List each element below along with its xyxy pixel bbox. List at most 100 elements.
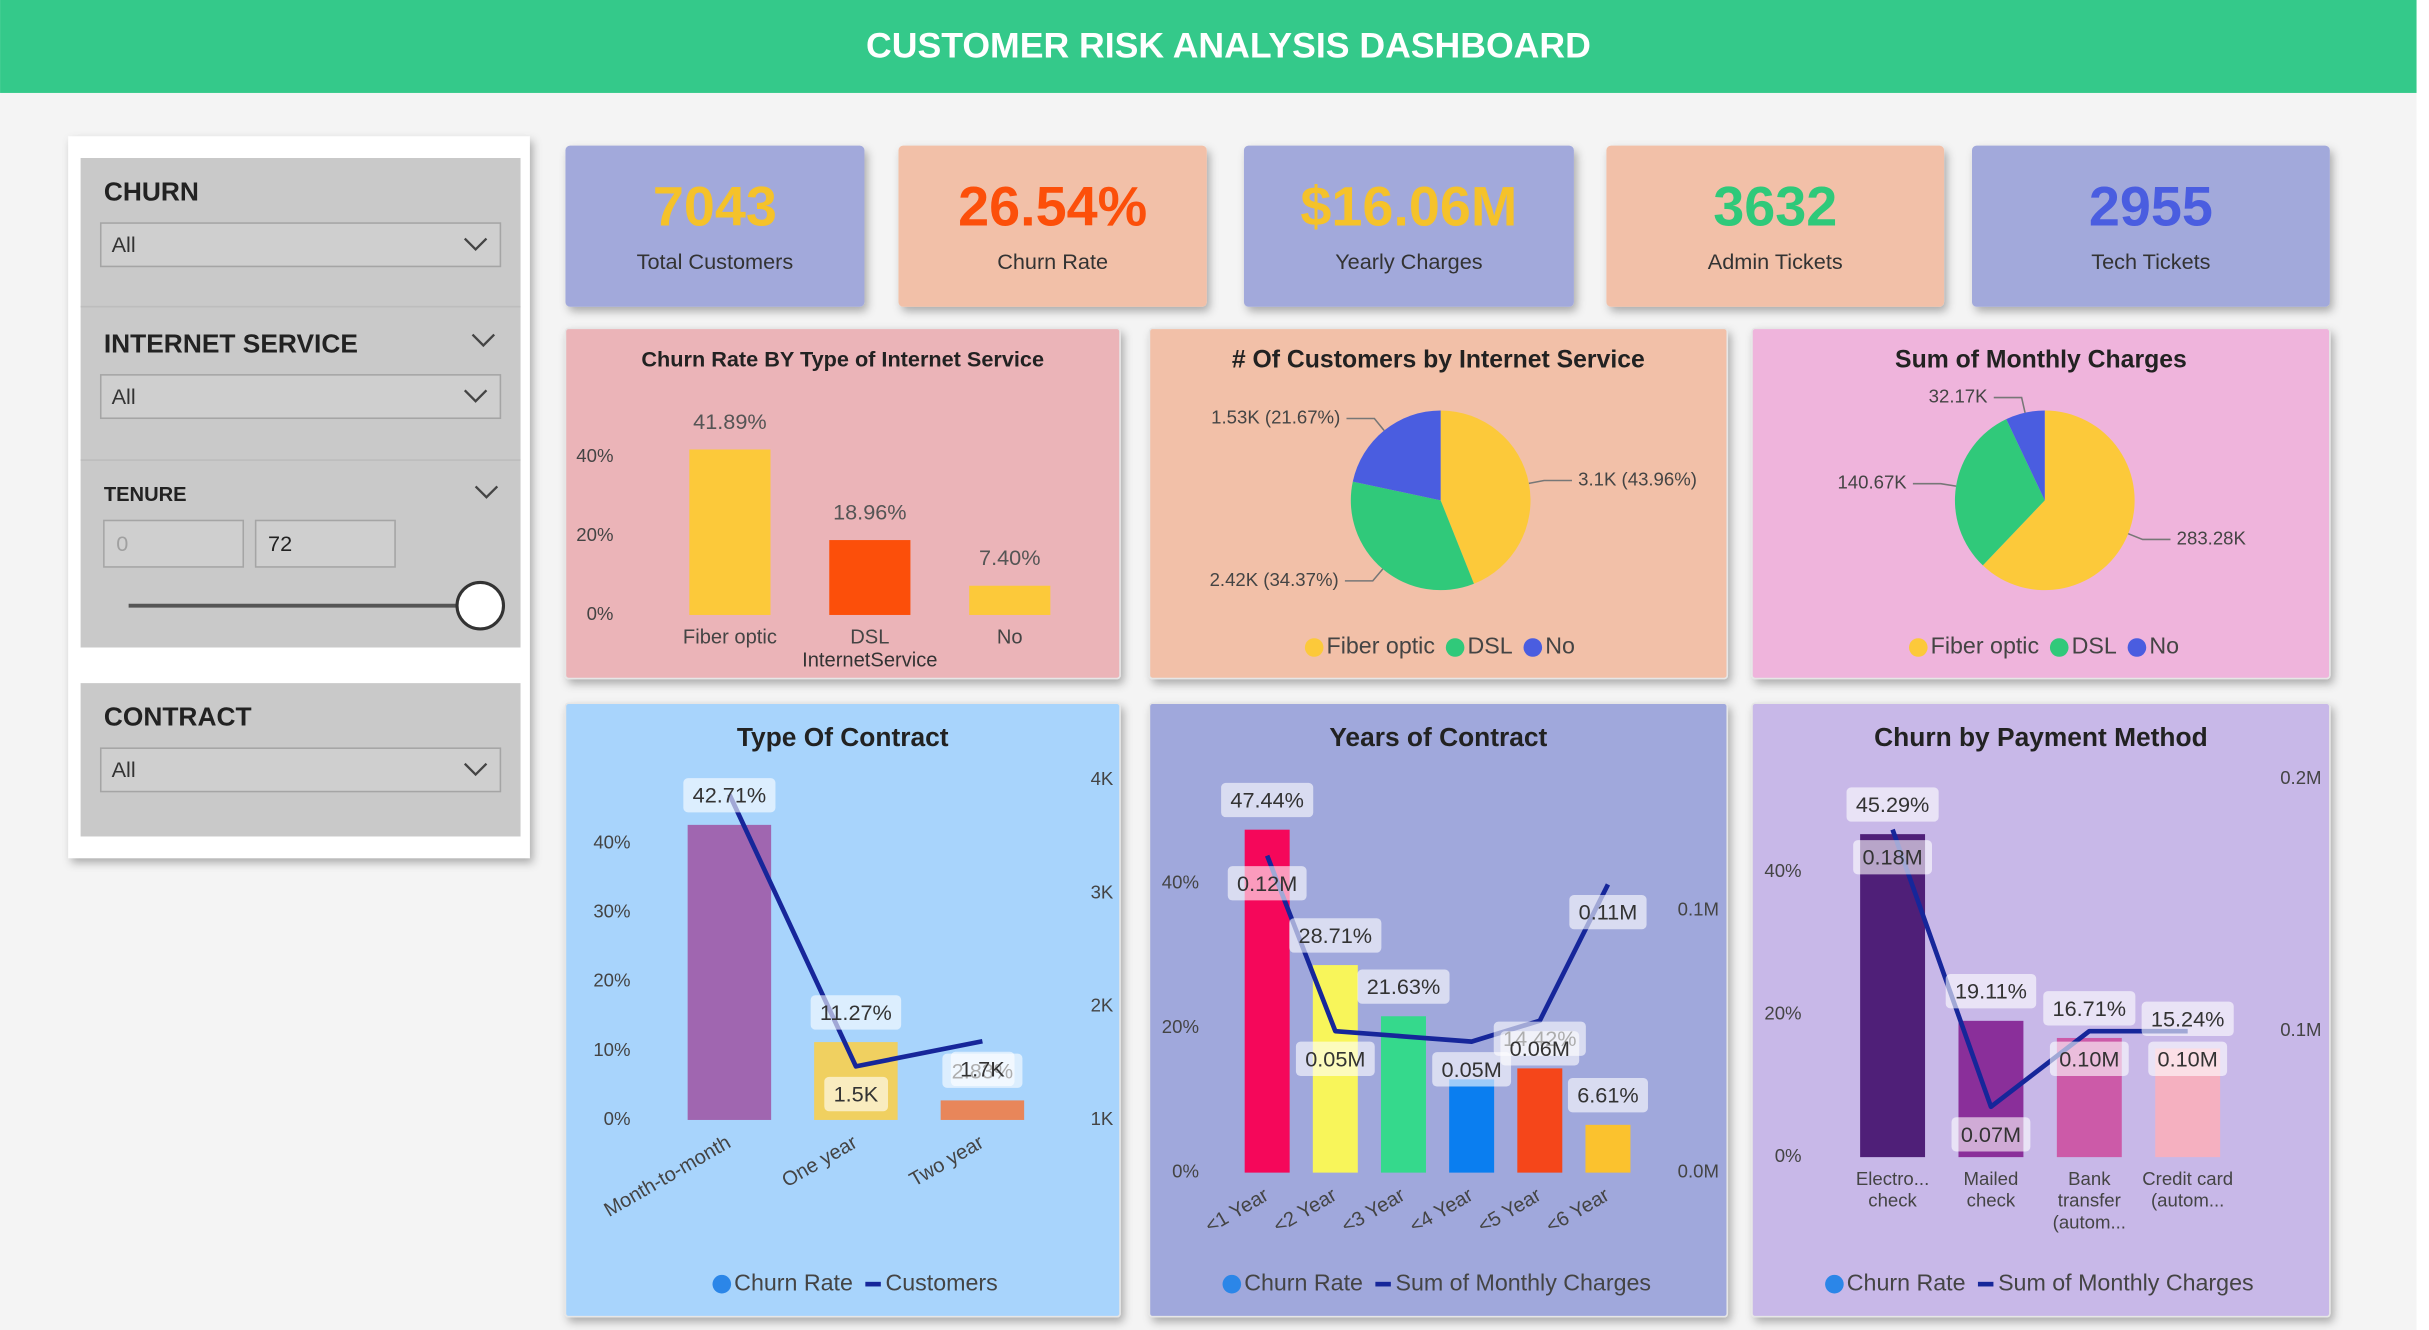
leader-line: [1344, 568, 1384, 582]
data-label: 11.27%: [820, 1000, 892, 1025]
dropdown-box[interactable]: [99, 222, 502, 268]
data-label: 0.05M: [1442, 1057, 1502, 1082]
x-tick-label: Credit card (autom...: [2142, 1167, 2234, 1212]
x-tick-label: Bank transfer (autom...: [2052, 1167, 2126, 1234]
legend-swatch: [1445, 638, 1465, 657]
y-tick-label: 3K: [1091, 881, 1114, 902]
dropdown[interactable]: All: [99, 374, 502, 420]
kpi-card: [898, 145, 1207, 307]
data-label: 47.44%: [1230, 788, 1304, 813]
data-label: 32.17K: [1929, 385, 1988, 406]
y-tick-label: 20%: [576, 524, 613, 545]
data-label: 6.61%: [1577, 1083, 1638, 1108]
leader-line: [1993, 396, 2026, 413]
data-label: 16.71%: [2053, 996, 2127, 1021]
range-input[interactable]: [254, 519, 396, 568]
chart: Years of Contract 0% 20% 40% 0.0M 0.1M 47.44% 2…: [1148, 702, 1729, 1318]
data-label: 0.12M: [1237, 871, 1297, 896]
bar: [940, 1100, 1025, 1120]
y-tick-label: 0%: [1172, 1161, 1199, 1182]
kpi-card: [1243, 145, 1574, 307]
chevron: [463, 389, 488, 403]
header-bar: [0, 0, 2417, 93]
y-tick-label: 20%: [593, 970, 630, 991]
kpi-value: 26.54%: [958, 175, 1147, 237]
dropdown-value: All: [112, 232, 136, 257]
data-label-box: [1357, 969, 1450, 1004]
legend-label: Sum of Monthly Charges: [1396, 1269, 1652, 1295]
x-tick-label: Electro... check: [1855, 1167, 1930, 1212]
legend-label: Fiber optic: [1931, 633, 2039, 659]
data-label-box: [2043, 991, 2136, 1026]
chevron: [463, 762, 488, 777]
kpi-value: 3632: [1713, 175, 1837, 237]
chart-title: Churn by Payment Method: [1874, 722, 2208, 752]
range-max: 72: [268, 531, 292, 556]
legend-label: Churn Rate: [1847, 1269, 1966, 1295]
legend-label: Churn Rate: [734, 1269, 853, 1295]
x-tick-label-box: Bank transfer (autom...: [2052, 1167, 2126, 1234]
data-label-box: [683, 778, 776, 813]
data-label: 42.71%: [693, 783, 767, 808]
y-tick-label: 40%: [593, 832, 630, 853]
legend-swatch: [2127, 638, 2147, 657]
dropdown-box[interactable]: [99, 747, 502, 793]
legend: Churn Rate Sum of Monthly Charges: [1222, 1269, 1652, 1295]
data-label: 1.7K: [960, 1056, 1005, 1081]
dropdown-box[interactable]: [99, 374, 502, 420]
kpi-label: Total Customers: [637, 249, 794, 274]
data-label: 45.29%: [1856, 792, 1930, 817]
legend-swatch: [1304, 638, 1324, 657]
legend-label: Churn Rate: [1244, 1269, 1363, 1295]
y-tick-label: 4K: [1091, 768, 1114, 789]
slider-handle[interactable]: [455, 580, 506, 631]
line: [1890, 828, 2188, 1110]
x-tick-label: Fiber optic: [683, 627, 777, 649]
legend-swatch: [712, 1274, 732, 1294]
legend-label: No: [2149, 633, 2179, 659]
bar: [1449, 1079, 1495, 1173]
data-label-box: [1945, 974, 2037, 1009]
data-label: 1.5K: [834, 1082, 879, 1107]
kpi-label: Yearly Charges: [1335, 249, 1483, 274]
legend-swatch: [1825, 1274, 1844, 1294]
kpi-value: $16.06M: [1300, 175, 1517, 237]
data-label-box: [1567, 1078, 1648, 1113]
data-label: 0.11M: [1579, 900, 1638, 925]
data-label-box: [1221, 782, 1314, 818]
data-label: 41.89%: [693, 409, 767, 434]
legend-swatch: [1909, 638, 1928, 657]
data-label: 15.24%: [2151, 1006, 2225, 1031]
data-label-box: [2148, 1041, 2228, 1076]
data-label: 28.71%: [1299, 923, 1373, 948]
y-tick-label: 0.0M: [1678, 1161, 1719, 1182]
data-label-box: [1500, 1031, 1580, 1066]
y-tick-label: 1K: [1091, 1108, 1114, 1129]
legend-swatch: [2049, 638, 2069, 657]
data-label: 0.10M: [2158, 1046, 2218, 1071]
legend-label: DSL: [1468, 633, 1513, 659]
chart: Sum of Monthly Charges 283.28K 140.67K 32.1…: [1751, 327, 2331, 680]
legend: Fiber optic DSL No: [1909, 633, 2179, 659]
kpi-value: 7043: [653, 175, 777, 237]
bar: [1585, 1124, 1631, 1173]
y-tick-label: 40%: [1764, 860, 1801, 881]
pie-slice: [1440, 410, 1531, 584]
leader-line: [1528, 479, 1572, 485]
range-input[interactable]: [103, 519, 245, 568]
bar: [687, 824, 772, 1120]
legend: Churn Rate Customers: [712, 1269, 998, 1295]
legend: Fiber optic DSL No: [1304, 633, 1575, 659]
pie-slice: [1352, 410, 1441, 501]
data-label-box: [1853, 840, 1933, 875]
data-label-box: [950, 1051, 1015, 1087]
pie-slice: [2006, 410, 2045, 501]
chart: # Of Customers by Internet Service 3.1K (…: [1148, 327, 1729, 680]
dropdown[interactable]: All: [99, 222, 502, 268]
dropdown-value: All: [112, 757, 136, 782]
data-label-box: [1951, 1117, 2031, 1152]
y-tick-label: 0.2M: [2280, 767, 2321, 788]
kpi-value: 2955: [2089, 175, 2213, 237]
dropdown[interactable]: All: [99, 747, 502, 793]
kpi-label: Tech Tickets: [2091, 249, 2210, 274]
